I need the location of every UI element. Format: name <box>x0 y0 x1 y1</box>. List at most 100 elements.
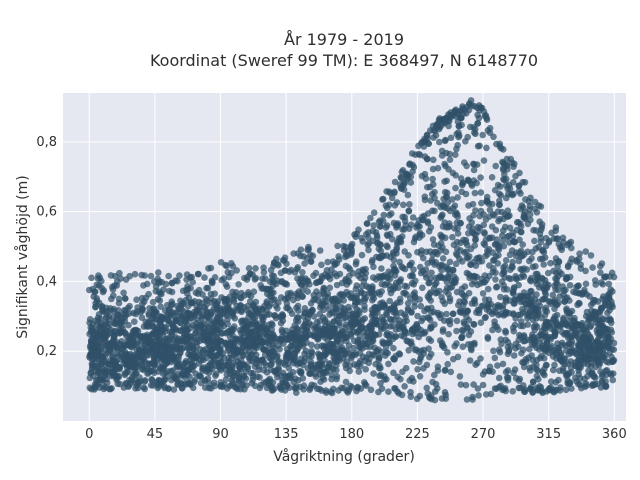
data-point <box>345 342 353 349</box>
data-point <box>148 349 156 356</box>
data-point <box>273 277 281 284</box>
data-point <box>92 353 99 361</box>
data-point <box>609 376 617 384</box>
data-point <box>331 260 339 268</box>
data-point <box>242 336 250 344</box>
data-point <box>399 226 406 233</box>
data-point <box>237 294 245 302</box>
data-point <box>435 123 442 131</box>
data-point <box>229 310 237 317</box>
data-point <box>333 272 340 280</box>
data-point <box>398 391 406 399</box>
data-point <box>359 316 367 323</box>
data-point <box>379 316 387 324</box>
data-point <box>100 287 108 294</box>
data-point <box>540 261 547 268</box>
data-point <box>500 176 507 183</box>
data-point <box>494 283 501 291</box>
data-point <box>485 304 492 311</box>
data-point <box>301 322 309 330</box>
data-point <box>165 334 173 342</box>
data-point <box>463 269 471 277</box>
data-point <box>576 250 583 257</box>
data-point <box>383 331 390 339</box>
data-point <box>308 353 315 360</box>
data-point <box>220 354 228 362</box>
data-point <box>469 396 476 403</box>
data-point <box>122 276 130 283</box>
data-point <box>147 367 155 374</box>
data-point <box>149 323 156 330</box>
data-point <box>483 144 490 152</box>
data-point <box>424 155 431 163</box>
data-point <box>133 353 141 360</box>
data-point <box>149 298 157 306</box>
data-point <box>412 294 419 301</box>
data-point <box>454 141 462 149</box>
data-point <box>575 255 583 262</box>
data-point <box>571 314 578 322</box>
data-point <box>415 142 422 150</box>
data-point <box>605 292 613 300</box>
data-point <box>578 291 586 298</box>
data-point <box>385 188 393 195</box>
data-point <box>293 314 301 321</box>
data-point <box>316 362 324 369</box>
data-point <box>466 101 473 108</box>
data-point <box>547 298 554 305</box>
data-point <box>405 252 412 259</box>
data-point <box>102 334 109 342</box>
data-point <box>458 326 466 334</box>
data-point <box>367 214 374 222</box>
data-point <box>555 346 563 354</box>
data-point <box>447 109 455 116</box>
data-point <box>499 270 506 278</box>
data-point <box>606 316 613 324</box>
data-point <box>175 305 183 312</box>
data-point <box>589 264 596 271</box>
data-point <box>517 228 525 236</box>
data-point <box>449 233 456 241</box>
data-point <box>550 235 558 242</box>
data-point <box>477 319 485 327</box>
data-point <box>597 262 604 270</box>
data-point <box>181 331 189 338</box>
x-tick-label: 225 <box>405 427 430 442</box>
data-point <box>204 337 212 345</box>
data-point <box>542 291 550 298</box>
data-point <box>236 326 244 334</box>
data-point <box>200 347 207 354</box>
data-point <box>333 281 341 289</box>
data-point <box>533 384 540 392</box>
data-point <box>155 368 162 375</box>
data-point <box>369 337 377 345</box>
data-point <box>470 381 477 388</box>
data-point <box>431 396 439 404</box>
data-point <box>560 355 568 363</box>
data-point <box>587 301 595 309</box>
data-point <box>218 276 225 284</box>
data-point <box>297 246 305 253</box>
data-point <box>255 331 262 338</box>
data-point <box>151 309 158 317</box>
data-point <box>550 267 557 275</box>
data-point <box>299 269 306 276</box>
data-point <box>353 282 361 289</box>
data-point <box>133 308 141 315</box>
data-point <box>454 213 462 221</box>
data-point <box>391 178 399 186</box>
data-point <box>411 235 419 242</box>
data-point <box>154 348 161 356</box>
data-point <box>453 327 460 335</box>
data-point <box>238 361 245 369</box>
data-point <box>359 270 366 278</box>
data-point <box>313 343 321 350</box>
data-point <box>293 304 300 312</box>
data-point <box>358 251 366 259</box>
data-point <box>230 296 237 303</box>
data-point <box>183 315 191 322</box>
data-point <box>165 287 173 295</box>
data-point <box>228 382 235 389</box>
data-point <box>453 340 460 347</box>
data-point <box>389 286 397 293</box>
